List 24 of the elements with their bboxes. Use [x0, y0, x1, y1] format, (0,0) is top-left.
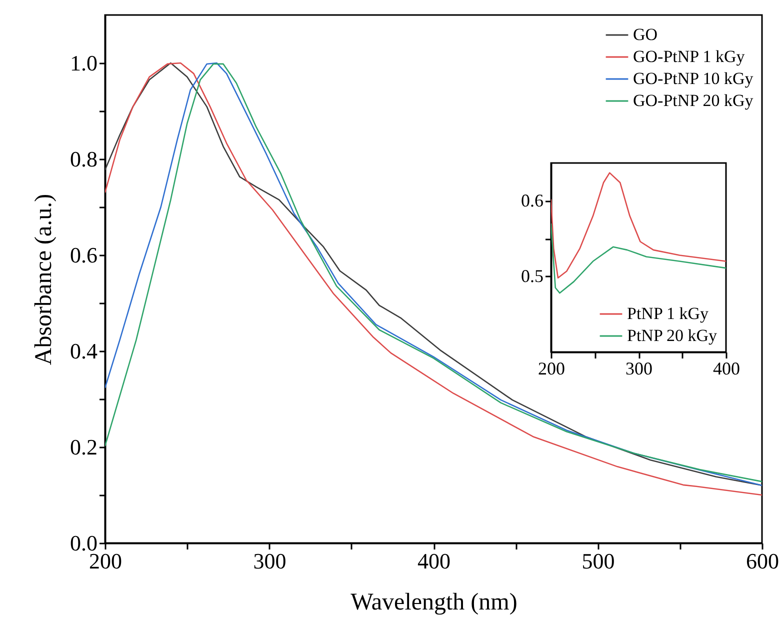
- y-tick-label: 0.6: [521, 190, 544, 210]
- legend-label: PtNP 1 kGy: [627, 304, 710, 323]
- x-tick-label: 400: [418, 548, 450, 574]
- legend-label: GO-PtNP 10 kGy: [633, 69, 754, 88]
- x-tick-label: 500: [582, 548, 615, 574]
- x-tick-label: 400: [713, 358, 740, 378]
- y-tick-label: 0.8: [70, 146, 98, 172]
- y-axis-title: Absorbance (a.u.): [31, 194, 57, 366]
- x-tick-label: 600: [746, 548, 779, 574]
- y-tick-label: 1.0: [70, 50, 98, 76]
- legend-label: GO: [633, 25, 658, 44]
- y-tick-label: 0.4: [70, 338, 98, 364]
- y-tick-label: 0.6: [70, 242, 98, 268]
- line-series: [551, 172, 726, 279]
- legend-label: GO-PtNP 20 kGy: [633, 91, 754, 110]
- x-tick-label: 200: [538, 358, 565, 378]
- x-tick-label: 300: [626, 358, 652, 378]
- x-tick-label: 300: [253, 548, 286, 574]
- legend-label: GO-PtNP 1 kGy: [633, 47, 746, 66]
- x-axis-title: Wavelength (nm): [350, 590, 518, 616]
- y-tick-label: 0.2: [70, 434, 98, 460]
- line-series: [551, 222, 726, 294]
- y-tick-label: 0.5: [521, 266, 544, 286]
- legend-label: PtNP 20 kGy: [627, 326, 718, 345]
